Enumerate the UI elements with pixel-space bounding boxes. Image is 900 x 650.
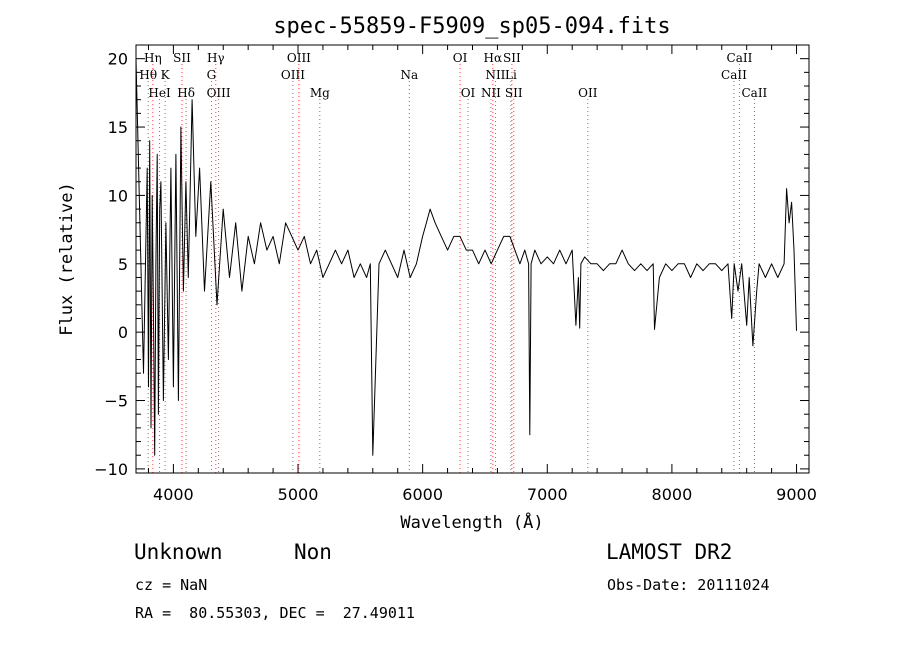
- y-axis-label: Flux (relative): [57, 182, 77, 336]
- line-label-9: OIII: [287, 51, 311, 65]
- y-tick-label: 15: [108, 118, 128, 137]
- y-tick-label: −10: [94, 460, 128, 479]
- x-tick-label: 8000: [652, 485, 693, 504]
- subclass-label: Non: [294, 540, 332, 564]
- line-label-23: CaII: [721, 68, 747, 82]
- line-label-20: SII: [505, 86, 523, 100]
- line-label-6: Hγ: [207, 51, 225, 65]
- y-tick-label: 5: [118, 255, 128, 274]
- y-tick-label: 10: [108, 186, 128, 205]
- y-tick-label: −5: [104, 392, 128, 411]
- line-label-2: K: [161, 68, 171, 82]
- line-label-21: OII: [578, 86, 598, 100]
- spectrum-series: [135, 58, 797, 456]
- line-label-3: HeI: [148, 86, 171, 100]
- line-label-7: G: [207, 68, 217, 82]
- line-label-13: OI: [453, 51, 468, 65]
- cz-readout: cz = NaN: [135, 576, 208, 594]
- x-axis-label: Wavelength (Å): [400, 511, 543, 533]
- plot-frame: [135, 44, 810, 474]
- chart-title: spec-55859-F5909_sp05-094.fits: [273, 14, 670, 39]
- radec-readout: RA = 80.55303, DEC = 27.49011: [135, 604, 415, 622]
- x-tick-label: 6000: [402, 485, 443, 504]
- line-label-11: Mg: [310, 86, 330, 100]
- spectrum-line: [135, 58, 797, 456]
- y-axis-ticks: −10 −5 0 5 10 15 20: [94, 50, 809, 479]
- line-label-14: OI: [461, 86, 476, 100]
- x-tick-label: 7000: [527, 485, 568, 504]
- line-label-8: OIII: [207, 86, 231, 100]
- line-label-5: Hδ: [177, 86, 195, 100]
- x-tick-label: 4000: [153, 485, 194, 504]
- line-label-19: NII: [481, 86, 501, 100]
- x-tick-label: 9000: [776, 485, 817, 504]
- x-tick-label: 5000: [278, 485, 319, 504]
- line-label-10: OIII: [281, 68, 305, 82]
- line-label-0: Hη: [144, 51, 162, 65]
- class-label: Unknown: [134, 540, 223, 564]
- x-axis-ticks: 4000 5000 6000 7000 8000 9000: [147, 45, 817, 504]
- line-label-1: Hθ: [139, 68, 157, 82]
- y-tick-label: 20: [108, 50, 128, 69]
- line-label-17: NII: [485, 68, 505, 82]
- line-label-24: CaII: [741, 86, 767, 100]
- line-label-16: SII: [503, 51, 521, 65]
- survey-label: LAMOST DR2: [606, 540, 733, 564]
- line-label-18: Li: [505, 68, 517, 82]
- line-label-4: SII: [173, 51, 191, 65]
- line-label-22: CaII: [727, 51, 753, 65]
- line-label-12: Na: [400, 68, 418, 82]
- obs-date-readout: Obs-Date: 20111024: [607, 576, 770, 594]
- line-label-15: Hα: [484, 51, 503, 65]
- y-tick-label: 0: [118, 323, 128, 342]
